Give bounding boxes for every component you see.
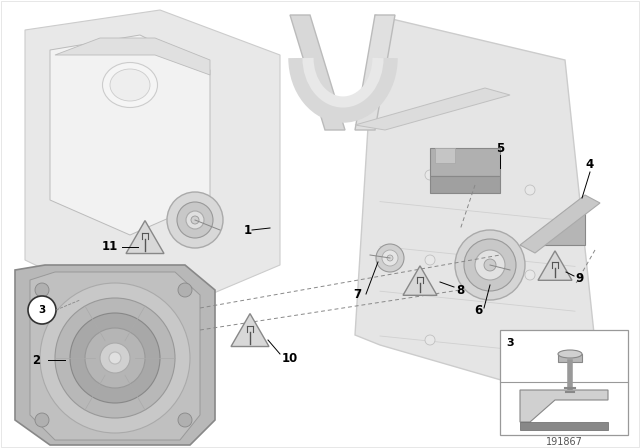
- Circle shape: [177, 202, 213, 238]
- Circle shape: [178, 283, 192, 297]
- Circle shape: [70, 313, 160, 403]
- Ellipse shape: [102, 63, 157, 108]
- Polygon shape: [55, 38, 210, 75]
- Polygon shape: [50, 35, 210, 235]
- Circle shape: [464, 239, 516, 291]
- Ellipse shape: [110, 69, 150, 101]
- Circle shape: [85, 328, 145, 388]
- Text: 4: 4: [586, 159, 594, 172]
- Circle shape: [484, 259, 496, 271]
- Text: 7: 7: [353, 289, 361, 302]
- Circle shape: [191, 216, 199, 224]
- Polygon shape: [520, 195, 600, 253]
- Text: 10: 10: [282, 352, 298, 365]
- Circle shape: [35, 413, 49, 427]
- Ellipse shape: [558, 350, 582, 358]
- Circle shape: [425, 335, 435, 345]
- Circle shape: [387, 255, 393, 261]
- Text: 3: 3: [506, 338, 514, 348]
- Circle shape: [35, 283, 49, 297]
- Circle shape: [100, 343, 130, 373]
- Polygon shape: [430, 176, 500, 193]
- Bar: [520, 422, 608, 430]
- Text: 8: 8: [456, 284, 464, 297]
- Circle shape: [425, 255, 435, 265]
- Circle shape: [28, 296, 56, 324]
- Circle shape: [186, 211, 204, 229]
- Polygon shape: [15, 265, 215, 445]
- Circle shape: [425, 170, 435, 180]
- Circle shape: [382, 250, 398, 266]
- Polygon shape: [355, 15, 395, 130]
- Circle shape: [40, 283, 190, 433]
- Text: 191867: 191867: [545, 437, 582, 447]
- Circle shape: [525, 185, 535, 195]
- Polygon shape: [538, 251, 572, 280]
- Text: 5: 5: [496, 142, 504, 155]
- Polygon shape: [558, 354, 582, 362]
- Polygon shape: [290, 15, 345, 130]
- Polygon shape: [430, 148, 500, 176]
- Text: 6: 6: [474, 303, 482, 316]
- Polygon shape: [126, 220, 164, 254]
- Text: 3: 3: [38, 305, 45, 315]
- Polygon shape: [520, 390, 608, 422]
- Text: 9: 9: [576, 271, 584, 284]
- Circle shape: [475, 250, 505, 280]
- Polygon shape: [355, 15, 600, 400]
- Bar: [500, 330, 628, 435]
- Circle shape: [376, 244, 404, 272]
- Text: 1: 1: [244, 224, 252, 237]
- Circle shape: [55, 298, 175, 418]
- Polygon shape: [231, 314, 269, 346]
- Polygon shape: [25, 10, 280, 320]
- Polygon shape: [520, 195, 585, 245]
- Polygon shape: [403, 266, 437, 295]
- Polygon shape: [30, 272, 200, 440]
- Polygon shape: [355, 88, 510, 130]
- Circle shape: [178, 413, 192, 427]
- Text: 11: 11: [102, 241, 118, 254]
- Circle shape: [109, 352, 121, 364]
- Circle shape: [167, 192, 223, 248]
- Circle shape: [455, 230, 525, 300]
- Polygon shape: [435, 148, 455, 163]
- Text: 2: 2: [32, 353, 40, 366]
- Circle shape: [525, 270, 535, 280]
